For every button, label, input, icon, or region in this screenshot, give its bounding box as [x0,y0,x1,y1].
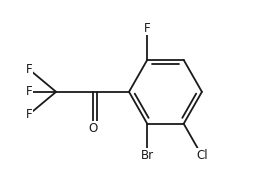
Text: F: F [144,22,150,35]
Text: F: F [26,85,32,98]
Text: F: F [26,108,32,121]
Text: Br: Br [141,149,154,162]
Text: F: F [26,63,32,75]
Text: Cl: Cl [196,149,208,162]
Text: O: O [88,122,97,135]
